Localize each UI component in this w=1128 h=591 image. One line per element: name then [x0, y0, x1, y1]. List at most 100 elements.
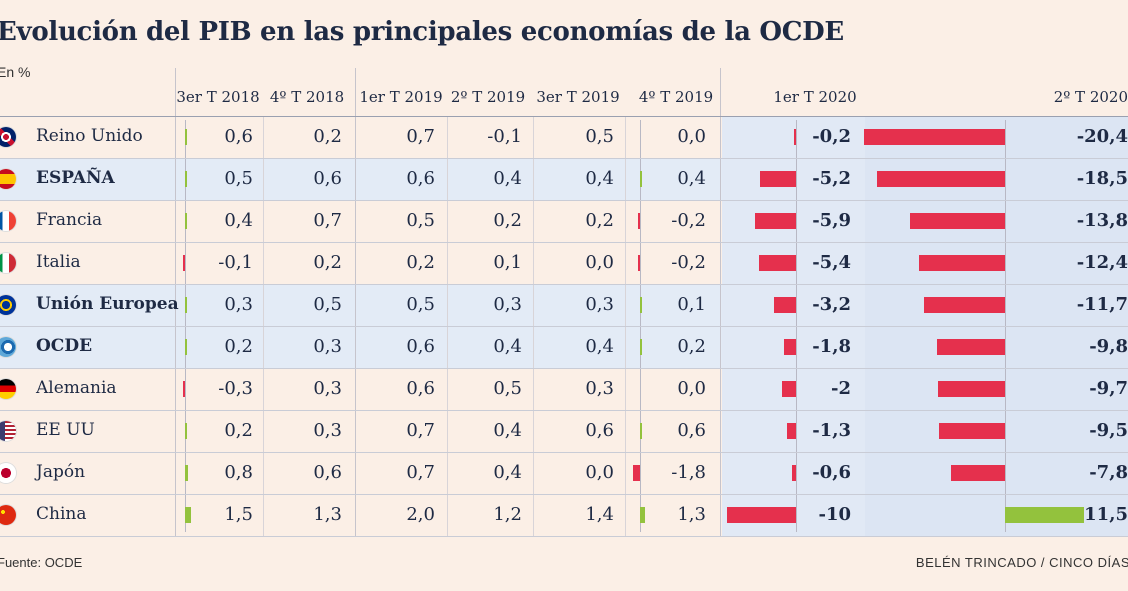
cell-value: 1,5	[224, 504, 253, 525]
cell-value: 0,6	[585, 420, 614, 441]
cell-value: 0,8	[224, 462, 253, 483]
cell-value: 0,2	[224, 336, 253, 357]
cell-value: 0,1	[677, 294, 706, 315]
column-header: 3er T 2018	[176, 88, 260, 106]
cell-value: 0,7	[406, 462, 435, 483]
france-flag-icon	[0, 211, 16, 231]
value-bar	[760, 171, 796, 187]
cell-value: 0,2	[585, 210, 614, 231]
value-bar	[782, 381, 796, 397]
cell-value: 0,6	[406, 168, 435, 189]
column-header: 4º T 2018	[269, 88, 345, 106]
country-name: Italia	[36, 252, 81, 272]
cell-value: 0,5	[224, 168, 253, 189]
cell-value: 0,5	[406, 294, 435, 315]
cell-value: 0,2	[406, 252, 435, 273]
spain-flag-icon	[0, 169, 16, 189]
cell-value: 0,4	[493, 420, 522, 441]
country-name: EE UU	[36, 420, 95, 440]
column-header: 2º T 2019	[450, 88, 526, 106]
value-bar	[638, 255, 640, 271]
japan-flag-icon	[0, 463, 16, 483]
value-bar	[185, 297, 187, 313]
value-bar	[185, 423, 187, 439]
cell-value: -13,8	[1076, 210, 1128, 231]
value-bar	[638, 213, 640, 229]
column-separator	[720, 68, 721, 536]
cell-value: 0,4	[493, 336, 522, 357]
cell-value: -9,8	[1089, 336, 1128, 357]
cell-value: -12,4	[1076, 252, 1128, 273]
cell-value: -5,4	[812, 252, 851, 273]
value-bar	[938, 381, 1005, 397]
cell-value: 0,7	[313, 210, 342, 231]
row-highlight	[0, 326, 722, 368]
country-name: Reino Unido	[36, 126, 143, 146]
value-bar	[755, 213, 796, 229]
country-name: Alemania	[36, 378, 117, 398]
row-highlight	[0, 158, 722, 200]
cell-value: -3,2	[812, 294, 851, 315]
value-bar	[185, 465, 189, 481]
column-separator	[355, 68, 356, 536]
column-header: 3er T 2019	[536, 88, 620, 106]
country-name: Francia	[36, 210, 103, 230]
country-name: Unión Europea	[36, 294, 179, 314]
row-divider	[0, 452, 1128, 453]
cell-value: -9,7	[1089, 378, 1128, 399]
value-bar	[185, 507, 191, 523]
cell-value: -9,5	[1089, 420, 1128, 441]
header-rule	[0, 116, 1128, 117]
cell-value: 2,0	[406, 504, 435, 525]
row-divider	[0, 242, 1128, 243]
value-bar	[727, 507, 796, 523]
value-bar	[924, 297, 1005, 313]
value-bar	[937, 339, 1005, 355]
cell-value: 0,0	[585, 462, 614, 483]
cell-value: 0,3	[313, 420, 342, 441]
cell-value: 0,3	[313, 336, 342, 357]
cell-value: -20,4	[1076, 126, 1128, 147]
cell-value: -1,8	[671, 462, 706, 483]
cell-value: 0,7	[406, 420, 435, 441]
cell-value: 0,4	[224, 210, 253, 231]
value-bar	[939, 423, 1005, 439]
cell-value: 0,2	[493, 210, 522, 231]
value-bar	[787, 423, 796, 439]
cell-value: -0,3	[218, 378, 253, 399]
cell-value: 1,3	[677, 504, 706, 525]
cell-value: -5,2	[812, 168, 851, 189]
value-bar	[640, 339, 642, 355]
cell-value: 0,5	[585, 126, 614, 147]
cell-value: -0,1	[487, 126, 522, 147]
cell-value: 0,5	[406, 210, 435, 231]
value-bar	[758, 255, 796, 271]
cell-value: 0,6	[224, 126, 253, 147]
cell-value: 0,6	[406, 336, 435, 357]
cell-value: -0,2	[671, 252, 706, 273]
value-bar	[794, 129, 796, 145]
row-divider	[0, 284, 1128, 285]
cell-value: 0,4	[585, 336, 614, 357]
germany-flag-icon	[0, 379, 16, 399]
cell-value: 0,3	[224, 294, 253, 315]
column-header: 2º T 2020	[1053, 88, 1128, 106]
value-bar	[919, 255, 1005, 271]
cell-value: 0,6	[313, 462, 342, 483]
cell-value: 0,2	[224, 420, 253, 441]
country-name: Japón	[36, 462, 86, 482]
cell-value: -10	[818, 504, 851, 525]
cell-value: -7,8	[1089, 462, 1128, 483]
cell-value: 0,0	[677, 126, 706, 147]
cell-value: 0,1	[493, 252, 522, 273]
row-divider	[0, 536, 1128, 537]
cell-value: 1,4	[585, 504, 614, 525]
cell-value: 0,3	[585, 294, 614, 315]
value-bar	[864, 129, 1005, 145]
cell-value: -11,7	[1076, 294, 1128, 315]
value-bar	[640, 297, 642, 313]
cell-value: 0,0	[677, 378, 706, 399]
cell-value: 0,3	[493, 294, 522, 315]
value-bar	[185, 213, 187, 229]
value-bar	[640, 507, 646, 523]
